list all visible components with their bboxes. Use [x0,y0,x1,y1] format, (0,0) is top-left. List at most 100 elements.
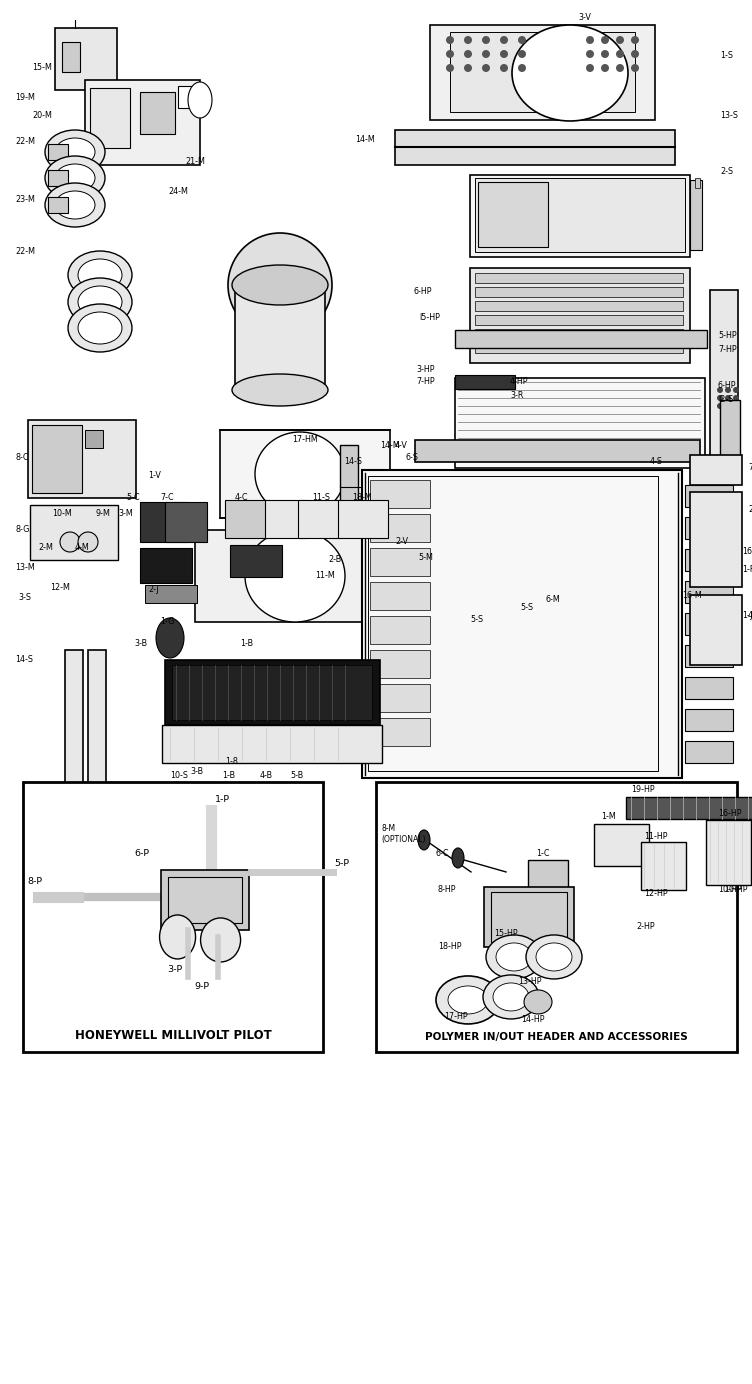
Ellipse shape [55,138,95,166]
Text: 11-HP: 11-HP [644,832,668,841]
Bar [370,480,430,508]
Text: 7-S: 7-S [748,464,752,472]
Text: 16-M: 16-M [682,591,702,601]
Bar [641,841,686,890]
Bar [340,446,358,530]
Bar [685,677,733,699]
Text: 14-S: 14-S [344,458,362,466]
Ellipse shape [733,403,739,410]
Bar [594,823,649,866]
Text: 14-HP: 14-HP [521,1016,544,1024]
Bar [195,530,405,621]
Ellipse shape [496,943,532,972]
Bar [298,500,340,538]
Bar [430,25,655,120]
Ellipse shape [232,264,328,304]
Text: 5-HP: 5-HP [718,331,737,339]
Text: 7-HP: 7-HP [718,346,737,354]
Bar [230,545,282,577]
Bar [140,502,188,543]
Bar [395,130,675,165]
Ellipse shape [446,36,454,44]
Text: 4-V: 4-V [395,440,408,450]
Text: 11-S: 11-S [312,493,330,501]
Bar [48,170,68,185]
Bar [90,89,130,148]
Ellipse shape [717,394,723,401]
Bar [685,613,733,635]
Bar [470,174,690,257]
Ellipse shape [68,251,132,299]
Ellipse shape [616,50,624,58]
Ellipse shape [631,36,639,44]
Text: 3-B: 3-B [190,768,203,776]
Ellipse shape [45,156,105,201]
Text: 5-P: 5-P [335,859,350,869]
Bar [225,500,270,538]
Bar [85,80,200,165]
Text: 14-M: 14-M [355,136,375,144]
Ellipse shape [717,388,723,393]
Ellipse shape [483,974,539,1019]
Bar [690,595,742,664]
Ellipse shape [446,64,454,72]
Ellipse shape [245,530,345,621]
Text: 1-M: 1-M [601,812,616,822]
Bar [165,660,380,725]
Ellipse shape [616,36,624,44]
Text: 10-HP: 10-HP [724,886,747,894]
Text: 23-M: 23-M [15,195,35,205]
Text: 1-P: 1-P [214,796,229,804]
Text: 12-M: 12-M [50,584,70,592]
Bar [23,782,323,1052]
Ellipse shape [601,36,609,44]
Text: 5-S: 5-S [470,616,483,624]
Text: 14-M: 14-M [381,440,400,450]
Text: 1-B: 1-B [222,771,235,779]
Text: 14-S: 14-S [15,656,33,664]
Bar [690,180,702,251]
Ellipse shape [500,50,508,58]
Ellipse shape [586,36,594,44]
Text: 5-S: 5-S [520,603,533,613]
Bar [48,197,68,213]
Bar [338,500,388,538]
Ellipse shape [586,64,594,72]
Ellipse shape [159,915,196,959]
Text: 8-HP: 8-HP [438,886,456,894]
Text: 19-HP: 19-HP [631,786,655,794]
Bar [370,513,430,543]
Ellipse shape [631,64,639,72]
Text: 8-P: 8-P [28,877,43,887]
Ellipse shape [518,64,526,72]
Bar [685,484,733,507]
Text: 1-C: 1-C [536,850,550,858]
Bar [685,740,733,763]
Ellipse shape [45,130,105,174]
Text: 4-S: 4-S [748,610,752,620]
Text: 7-HP: 7-HP [417,378,435,386]
Ellipse shape [518,50,526,58]
Text: 3-R: 3-R [510,392,523,400]
Bar [62,42,80,72]
Ellipse shape [418,830,430,850]
Ellipse shape [55,191,95,219]
Bar [85,430,103,448]
Text: 22-M: 22-M [15,137,35,147]
Text: 22-M: 22-M [15,248,35,256]
Ellipse shape [156,619,184,657]
Ellipse shape [526,936,582,978]
Ellipse shape [616,64,624,72]
Bar [685,581,733,603]
Bar [140,548,192,583]
Ellipse shape [232,374,328,406]
Text: 5-M: 5-M [418,554,433,562]
Bar [370,650,430,678]
Bar [528,859,568,902]
Bar [475,343,683,353]
Bar [165,502,207,543]
Ellipse shape [228,233,332,336]
Text: 1-8: 1-8 [225,757,238,767]
Bar [145,585,197,603]
Text: 3-P: 3-P [168,966,183,974]
